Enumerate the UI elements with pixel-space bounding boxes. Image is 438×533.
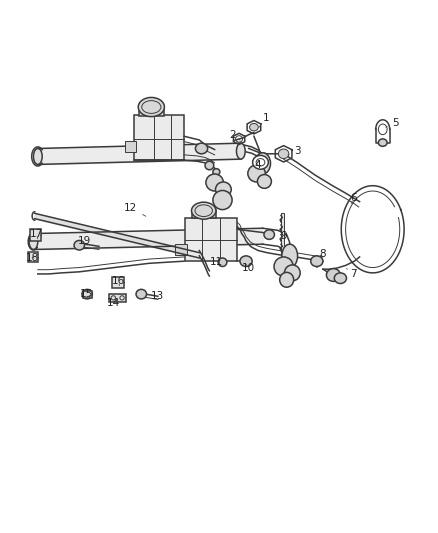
Text: 12: 12 <box>124 203 146 216</box>
Ellipse shape <box>213 168 220 175</box>
Text: 4: 4 <box>254 160 261 171</box>
Text: 17: 17 <box>30 229 43 239</box>
Ellipse shape <box>258 174 272 188</box>
Text: 7: 7 <box>346 269 357 279</box>
Ellipse shape <box>378 139 387 147</box>
Ellipse shape <box>250 124 258 131</box>
Text: 1: 1 <box>259 112 269 127</box>
Ellipse shape <box>280 272 293 287</box>
Ellipse shape <box>334 273 346 284</box>
Text: 3: 3 <box>288 146 301 156</box>
Ellipse shape <box>206 174 223 191</box>
Ellipse shape <box>279 149 289 159</box>
Ellipse shape <box>285 265 300 281</box>
Text: 19: 19 <box>78 236 91 246</box>
Ellipse shape <box>33 149 42 165</box>
Ellipse shape <box>311 256 323 266</box>
Text: 16: 16 <box>112 277 125 286</box>
Bar <box>185 217 237 261</box>
Text: 9: 9 <box>280 231 287 241</box>
Ellipse shape <box>255 153 271 174</box>
Text: 18: 18 <box>25 253 39 263</box>
Ellipse shape <box>191 202 216 219</box>
Bar <box>139 107 164 116</box>
Bar <box>192 209 215 218</box>
Text: 2: 2 <box>229 130 240 140</box>
Ellipse shape <box>248 165 265 182</box>
Ellipse shape <box>74 240 85 250</box>
Bar <box>175 244 187 255</box>
Ellipse shape <box>282 244 297 268</box>
Text: 14: 14 <box>107 297 120 308</box>
Ellipse shape <box>205 161 214 169</box>
Text: 5: 5 <box>386 118 399 128</box>
Bar <box>109 294 127 302</box>
Bar <box>125 141 136 152</box>
Text: 15: 15 <box>80 289 93 299</box>
Bar <box>112 277 124 288</box>
Bar <box>28 252 38 262</box>
Ellipse shape <box>274 257 293 276</box>
Bar <box>134 115 184 160</box>
Ellipse shape <box>215 182 231 197</box>
Ellipse shape <box>213 190 232 209</box>
Bar <box>281 213 285 265</box>
Ellipse shape <box>326 269 340 281</box>
Ellipse shape <box>237 143 245 159</box>
Text: 11: 11 <box>210 257 223 267</box>
Ellipse shape <box>29 233 38 249</box>
Text: 6: 6 <box>350 193 357 204</box>
Bar <box>83 291 92 298</box>
Ellipse shape <box>240 256 252 266</box>
Ellipse shape <box>195 143 208 154</box>
Ellipse shape <box>218 258 227 266</box>
Text: 13: 13 <box>151 291 165 301</box>
Bar <box>30 229 41 241</box>
Ellipse shape <box>82 289 92 299</box>
Text: 8: 8 <box>319 249 326 259</box>
Ellipse shape <box>264 230 275 239</box>
Text: 10: 10 <box>242 263 255 272</box>
Ellipse shape <box>136 289 147 299</box>
Ellipse shape <box>253 156 268 169</box>
Ellipse shape <box>138 98 164 117</box>
